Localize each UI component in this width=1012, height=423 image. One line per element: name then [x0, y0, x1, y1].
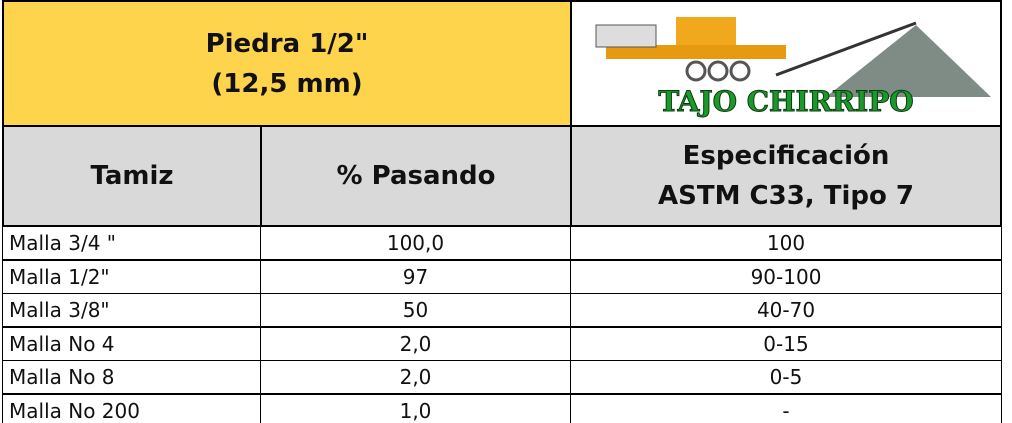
- logo-text: TAJO CHIRRIPO: [658, 85, 913, 118]
- title-cell: Piedra 1/2" (12,5 mm): [2, 0, 572, 127]
- page: Piedra 1/2" (12,5 mm) TAJO CHIRRIPO Tami…: [0, 0, 1012, 423]
- table-cell: Malla No 4: [2, 327, 261, 361]
- column-text: ASTM C33, Tipo 7: [658, 176, 914, 216]
- table-cell: Malla 3/8": [2, 293, 261, 327]
- table-cell: -: [570, 394, 1002, 423]
- table-cell: 50: [260, 293, 571, 327]
- table-cell: 1,0: [260, 394, 571, 423]
- column-text: % Pasando: [336, 156, 495, 196]
- column-text: Tamiz: [90, 156, 173, 196]
- motor: [596, 25, 656, 47]
- table-cell: 100,0: [260, 226, 571, 260]
- wheel: [687, 62, 705, 80]
- table-cell: 40-70: [570, 293, 1002, 327]
- wheel: [709, 62, 727, 80]
- table-cell: 2,0: [260, 360, 571, 394]
- title-line: (12,5 mm): [211, 64, 362, 104]
- table-cell: 97: [260, 260, 571, 294]
- table-cell: Malla 1/2": [2, 260, 261, 294]
- table-cell: Malla No 200: [2, 394, 261, 423]
- table-cell: 0-15: [570, 327, 1002, 361]
- logo: TAJO CHIRRIPO: [576, 5, 996, 123]
- table-cell: 0-5: [570, 360, 1002, 394]
- table-cell: Malla 3/4 ": [2, 226, 261, 260]
- title-line: Piedra 1/2": [206, 24, 369, 64]
- table-cell: 90-100: [570, 260, 1002, 294]
- table-cell: 2,0: [260, 327, 571, 361]
- wheel: [731, 62, 749, 80]
- column-header: Tamiz: [2, 125, 262, 227]
- logo-cell: TAJO CHIRRIPO: [570, 0, 1002, 127]
- table-cell: 100: [570, 226, 1002, 260]
- column-text: Especificación: [683, 136, 890, 176]
- column-header: Especificación ASTM C33, Tipo 7: [570, 125, 1002, 227]
- column-header: % Pasando: [260, 125, 572, 227]
- table-cell: Malla No 8: [2, 360, 261, 394]
